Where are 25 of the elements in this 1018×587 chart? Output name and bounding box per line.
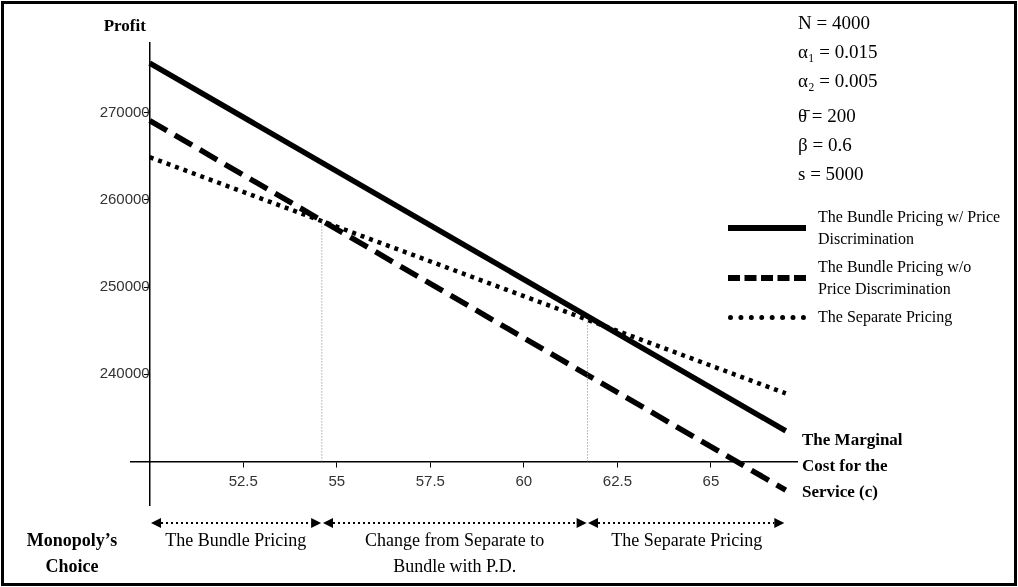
x-tick-label: 62.5 (602, 471, 633, 489)
y-tick-label: 260000 (99, 190, 150, 208)
text: The Bundle Pricing (164, 529, 308, 552)
text: Monopoly’s Choice (25, 529, 119, 578)
x-tick-label: 55 (328, 471, 346, 489)
x-tick-label: 60 (515, 471, 533, 489)
text: N = 4000 (798, 12, 870, 34)
text: α₁ = 0.015 (798, 41, 878, 63)
text: θ̄ = 200 (798, 105, 856, 127)
y-tick-label: 270000 (99, 102, 150, 120)
legend-label: The Separate Pricing (818, 307, 954, 328)
x-tick-label: 57.5 (415, 471, 445, 489)
legend-label: The Bundle Pricing w/o Price Discrimination (818, 257, 973, 299)
y-tick-label: 250000 (99, 277, 150, 295)
text: Change from Separate to Bundle with P.D. (363, 529, 546, 578)
y-tick-label: 240000 (99, 364, 150, 382)
text: s = 5000 (798, 163, 864, 185)
text: The Separate Pricing (610, 529, 764, 552)
legend-label: The Bundle Pricing w/ Price Discrimination (818, 207, 1002, 249)
x-tick-label: 52.5 (228, 471, 258, 489)
x-axis-title: The Marginal Cost for the Service (c) (802, 429, 904, 504)
x-tick-label: 65 (702, 471, 720, 489)
text: β = 0.6 (798, 134, 852, 156)
text: α₂ = 0.005 (798, 70, 878, 92)
y-axis-title: Profit (103, 16, 146, 36)
